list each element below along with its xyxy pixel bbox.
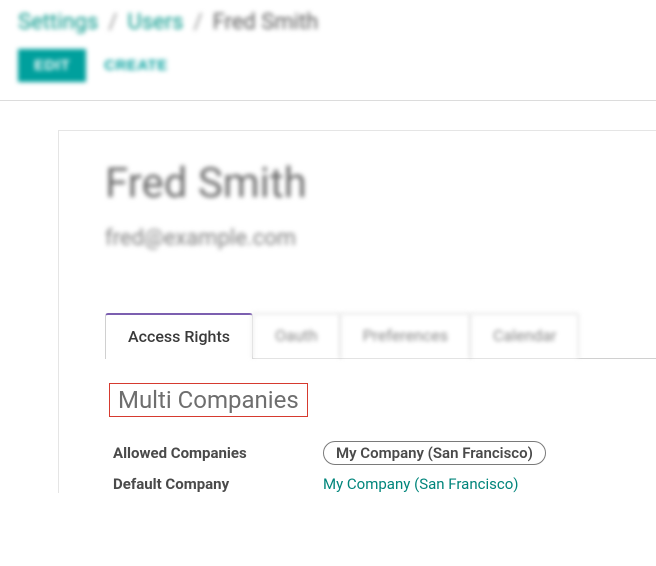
user-email: fred@example.com [105, 226, 656, 251]
breadcrumb: Settings / Users / Fred Smith [18, 10, 638, 35]
tab-calendar[interactable]: Calendar [470, 313, 579, 358]
tab-access-rights[interactable]: Access Rights [105, 313, 253, 358]
allowed-companies-label: Allowed Companies [113, 444, 323, 462]
tab-preferences[interactable]: Preferences [340, 313, 471, 358]
tab-oauth[interactable]: Oauth [252, 313, 341, 358]
breadcrumb-settings[interactable]: Settings [18, 10, 98, 35]
breadcrumb-separator: / [108, 10, 117, 35]
breadcrumb-users[interactable]: Users [127, 10, 183, 35]
breadcrumb-separator: / [194, 10, 203, 35]
top-region: Settings / Users / Fred Smith EDIT CREAT… [0, 0, 656, 82]
divider [0, 100, 656, 101]
user-name: Fred Smith [105, 159, 656, 208]
allowed-company-tag[interactable]: My Company (San Francisco) [323, 441, 546, 465]
default-company-value[interactable]: My Company (San Francisco) [323, 475, 518, 493]
breadcrumb-current: Fred Smith [213, 10, 319, 35]
user-card: Fred Smith fred@example.com Access Right… [58, 130, 656, 493]
field-allowed-companies: Allowed Companies My Company (San Franci… [113, 441, 656, 465]
field-default-company: Default Company My Company (San Francisc… [113, 475, 656, 493]
edit-button[interactable]: EDIT [18, 49, 86, 82]
toolbar: EDIT CREATE [18, 49, 638, 82]
create-button[interactable]: CREATE [104, 57, 168, 74]
section-title: Multi Companies [109, 383, 308, 417]
default-company-label: Default Company [113, 475, 323, 493]
tabstrip: Access Rights Oauth Preferences Calendar [105, 313, 656, 359]
multi-companies-section: Multi Companies Allowed Companies My Com… [105, 359, 656, 493]
user-header: Fred Smith fred@example.com [105, 159, 656, 251]
